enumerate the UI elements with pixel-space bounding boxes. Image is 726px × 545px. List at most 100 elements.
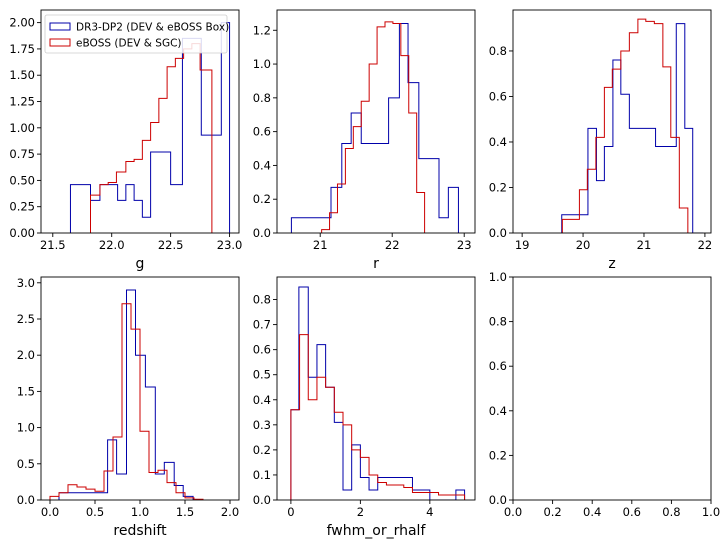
x-axis-label: z [608,256,615,272]
y-tick-label: 0.4 [253,158,271,172]
x-axis-label: g [136,256,145,272]
y-tick-label: 0.0 [253,226,271,240]
x-tick-label: 23.0 [217,238,243,252]
y-tick-label: 0.8 [489,44,507,58]
y-tick-label: 1.25 [9,95,35,109]
legend: DR3-DP2 (DEV & eBOSS Box) eBOSS (DEV & SG… [44,14,229,54]
subplot-1: 21.5 22.0 22.5 23.0 0.00 0.25 0.50 0.75 1.00 1.25… [9,9,243,272]
y-tick-label: 0.0 [489,493,507,507]
axes-frame [512,9,712,234]
x-tick-label: 21 [313,238,328,252]
axes-frame [276,9,476,234]
y-tick-label: 2.0 [17,348,35,362]
y-tick-label: 0.6 [253,125,271,139]
y-tick-label: 0.25 [9,200,35,214]
legend-swatch-2 [49,38,71,47]
y-tick-label: 0.2 [253,443,271,457]
y-tick-label: 0.8 [253,293,271,307]
x-tick-label: 2 [357,505,364,519]
y-tick-label: 0.0 [253,493,271,507]
x-tick-label: 1.0 [702,505,720,519]
y-tick-label: 1.75 [9,42,35,56]
x-tick-label: 22 [385,238,400,252]
y-tick-label: 1.0 [17,421,35,435]
y-tick-label: 2.00 [9,16,35,30]
y-tick-label: 1.0 [489,270,507,284]
histogram-series-1 [69,22,231,233]
y-tick-label: 1.50 [9,68,35,82]
x-tick-label: 0.2 [543,505,561,519]
y-tick-label: 3.0 [17,276,35,290]
histogram-series-1 [290,23,459,233]
x-tick-label: 22.0 [99,238,125,252]
y-tick-label: 0.5 [17,457,35,471]
x-tick-label: 0.0 [504,505,522,519]
y-tick-label: 0.00 [9,226,35,240]
histogram-series-2 [321,21,426,233]
x-tick-label: 4 [426,505,433,519]
histogram-series-2 [290,334,466,500]
x-axis-label: r [373,256,379,272]
y-tick-label: 0.2 [489,180,507,194]
y-tick-label: 0.8 [489,315,507,329]
y-tick-label: 0.2 [489,448,507,462]
y-tick-label: 0.4 [489,135,507,149]
axes-frame [512,276,712,501]
y-tick-label: 0.0 [489,226,507,240]
y-tick-label: 1.2 [253,23,271,37]
x-tick-label: 19 [515,238,530,252]
x-axis-label: fwhm_or_rhalf [327,523,427,539]
legend-box [44,14,228,54]
histogram-series-2 [561,18,689,233]
x-tick-label: 2.0 [221,505,239,519]
y-tick-label: 0.0 [17,493,35,507]
y-tick-label: 1.00 [9,121,35,135]
y-tick-label: 0.50 [9,173,35,187]
x-tick-label: 22 [698,238,713,252]
x-tick-label: 21.5 [40,238,66,252]
y-tick-label: 0.4 [253,393,271,407]
subplot-6: 0.0 0.2 0.4 0.6 0.8 1.0 0.0 0.2 0.4 0.6 0.8 1.0 [489,270,720,519]
legend-label-2: eBOSS (DEV & SGC) [76,38,182,50]
histogram-series-1 [561,23,704,233]
histogram-series-1 [58,289,194,500]
legend-swatch-1 [49,22,71,31]
x-tick-label: 0.4 [583,505,601,519]
y-tick-label: 0.4 [489,404,507,418]
x-axis-label: redshift [113,523,167,539]
y-tick-label: 0.2 [253,192,271,206]
x-tick-label: 0.8 [662,505,680,519]
x-tick-label: 0.0 [41,505,59,519]
x-tick-label: 0.6 [623,505,641,519]
y-tick-label: 0.6 [253,343,271,357]
y-tick-label: 1.5 [17,384,35,398]
x-tick-label: 0 [287,505,294,519]
y-tick-label: 0.1 [253,468,271,482]
y-tick-label: 0.75 [9,147,35,161]
x-tick-label: 20 [576,238,591,252]
x-tick-label: 23 [457,238,472,252]
y-tick-label: 0.5 [253,368,271,382]
axes-frame [40,9,240,234]
subplot-3: 19 20 21 22 0.0 0.2 0.4 0.6 0.8 z [489,9,713,272]
x-tick-label: 1.0 [131,505,149,519]
axes-frame [276,276,476,501]
histogram-series-2 [49,303,204,500]
legend-label-1: DR3-DP2 (DEV & eBOSS Box) [76,22,229,34]
subplot-5: 0 2 4 0.0 0.1 0.2 0.3 0.4 0.5 0.6 0.7 0.8 fwhm_or_rh… [253,276,476,539]
x-tick-label: 0.5 [86,505,104,519]
x-tick-label: 1.5 [176,505,194,519]
y-tick-label: 0.6 [489,89,507,103]
y-tick-label: 0.8 [253,91,271,105]
y-tick-label: 0.3 [253,418,271,432]
subplot-4: 0.0 0.5 1.0 1.5 2.0 0.0 0.5 1.0 1.5 2.0 2.5 3.0 reds… [17,276,240,539]
x-tick-label: 21 [637,238,652,252]
y-tick-label: 1.0 [253,57,271,71]
y-tick-label: 2.5 [17,312,35,326]
subplot-2: 21 22 23 0.0 0.2 0.4 0.6 0.8 1.0 1.2 r [253,9,476,272]
x-tick-label: 22.5 [158,238,184,252]
histogram-series-2 [90,43,213,233]
y-tick-label: 0.6 [489,359,507,373]
y-tick-label: 0.7 [253,318,271,332]
